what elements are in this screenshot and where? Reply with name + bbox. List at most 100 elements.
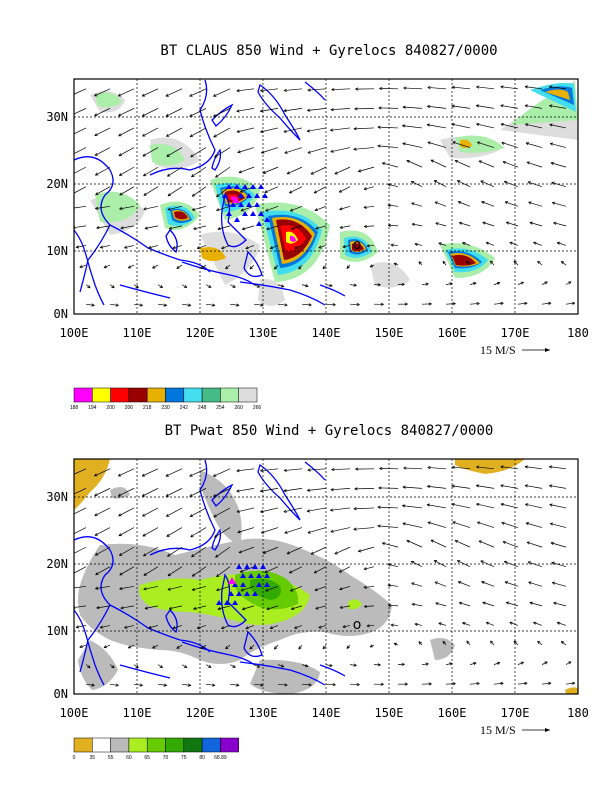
x-tick: 160E (438, 706, 467, 720)
wind-vector (214, 148, 230, 158)
wind-vector-head (71, 133, 74, 135)
wind-vector (330, 128, 350, 130)
panel-1-x-axis: 100E 110E 120E 130E 140E 150E 160E 170E … (60, 326, 589, 340)
wind-vector (402, 506, 422, 508)
wind-vector (358, 547, 374, 551)
colorbar-swatch (184, 388, 202, 402)
wind-vector (355, 108, 374, 109)
colorbar-swatch (147, 388, 165, 402)
wind-vector (265, 187, 278, 193)
x-tick: 120E (186, 706, 215, 720)
wind-vector (404, 468, 422, 469)
colorbar-swatch (166, 388, 184, 402)
wind-vector (457, 561, 470, 567)
wind-vector (354, 128, 374, 129)
x-tick: 130E (249, 706, 278, 720)
colorbar-swatch (239, 388, 257, 402)
wind-vector (479, 161, 494, 167)
wind-vector (550, 143, 566, 147)
wind-vector (142, 108, 158, 116)
wind-vector (190, 108, 206, 116)
wind-vector (552, 562, 566, 566)
panel-1-y-axis: 0N 10N 20N 30N (46, 110, 68, 321)
wind-vector (95, 508, 110, 516)
wind-vector (476, 504, 494, 508)
colorbar-label: 35 (90, 755, 96, 761)
wind-vector (190, 508, 206, 517)
wind-vector (476, 106, 494, 109)
panel-2: BT Pwat 850 Wind + Gyrelocs 840827/0000 (46, 423, 589, 761)
wind-vector (71, 148, 86, 156)
wind-vector (502, 523, 518, 528)
colorbar-label: 230 (161, 405, 170, 411)
x-tick: 180 (567, 326, 589, 340)
wind-vector (285, 528, 302, 534)
colorbar-swatch (74, 388, 92, 402)
colorbar-label: 242 (180, 405, 189, 411)
wind-vector (71, 128, 86, 135)
y-tick: 0N (54, 687, 68, 701)
wind-vector (237, 508, 254, 512)
colorbar-swatch (184, 738, 202, 752)
wind-vector (95, 528, 110, 536)
wind-vector (71, 528, 86, 536)
wind-vector (307, 508, 326, 511)
wind-vector (476, 486, 494, 489)
wind-vector (407, 540, 422, 547)
wind-vector (118, 469, 134, 476)
wind-vector (119, 148, 134, 156)
wind-vector (119, 528, 134, 536)
wind-vector (71, 108, 86, 115)
wind-vector (549, 467, 566, 469)
wind-vector (119, 508, 134, 516)
wind-vector (551, 163, 566, 167)
panel-2-vector-scale: 15 M/S (480, 723, 550, 737)
wind-vector (427, 486, 446, 488)
wind-vector (285, 148, 302, 154)
colorbar-label: 55 (108, 755, 114, 761)
wind-vector (378, 526, 398, 528)
wind-vector (190, 89, 206, 96)
wind-vector (552, 182, 566, 186)
wind-vector (339, 187, 350, 192)
wind-vector (142, 488, 158, 496)
wind-vector (142, 469, 158, 476)
wind-vector (95, 128, 110, 136)
colorbar-swatch (220, 388, 238, 402)
wind-vector (167, 528, 182, 537)
wind-vector (289, 187, 302, 193)
x-tick: 120E (186, 326, 215, 340)
wind-vector (434, 560, 446, 566)
wind-vector (402, 126, 422, 128)
colorbar-label: 260 (235, 405, 244, 411)
wind-vector (190, 128, 206, 137)
wind-vector (307, 128, 326, 131)
wind-vector (407, 160, 422, 167)
wind-vector (71, 508, 86, 515)
colorbar-label: 248 (198, 405, 207, 411)
colorbar-swatch (111, 388, 129, 402)
wind-vector (382, 543, 398, 547)
x-tick: 150E (375, 326, 404, 340)
colorbar-swatch (129, 388, 147, 402)
wind-vector (382, 163, 398, 167)
wind-vector (239, 167, 254, 173)
colorbar-swatch (129, 738, 147, 752)
wind-vector-head (71, 493, 74, 495)
wind-vector (550, 504, 566, 507)
panel-1-vector-scale: 15 M/S (480, 343, 550, 357)
y-tick: 30N (46, 110, 68, 124)
wind-vector (120, 187, 134, 195)
wind-vector (453, 522, 470, 528)
wind-vector (332, 89, 350, 90)
y-tick: 30N (46, 490, 68, 504)
wind-vector (166, 469, 182, 476)
wind-vector (404, 88, 422, 89)
wind-vector (335, 547, 350, 554)
wind-vector (284, 89, 302, 91)
wind-vector (213, 89, 230, 97)
wind-vector (502, 143, 518, 148)
colorbar-label: 65 (144, 755, 150, 761)
wind-vector (166, 89, 182, 96)
